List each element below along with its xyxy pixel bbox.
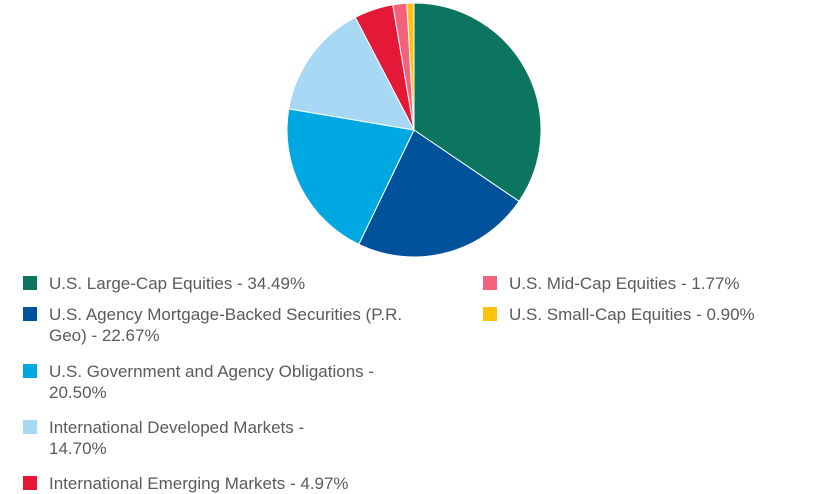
legend-item-us-government: U.S. Government and Agency Obligations -… [23,361,423,403]
pie-slice-2 [286,108,415,246]
legend-swatch [23,307,37,321]
legend-label: International Emerging Markets - 4.97% [49,474,349,493]
legend-item-us-large-cap: U.S. Large-Cap Equities - 34.49% [23,273,423,294]
legend-label: U.S. Mid-Cap Equities - 1.77% [509,274,740,293]
legend-swatch [483,307,497,321]
pie-chart [286,2,542,258]
legend-swatch [23,420,37,434]
legend-label: International Developed Markets - 14.70% [49,418,305,458]
legend-item-intl-developed: International Developed Markets - 14.70% [23,417,363,459]
legend-swatch [23,364,37,378]
legend-label: U.S. Small-Cap Equities - 0.90% [509,305,755,324]
legend-item-us-agency-mbs: U.S. Agency Mortgage-Backed Securities (… [23,304,413,346]
pie-slice-0 [413,2,542,203]
pie-slice-6 [406,2,415,131]
legend-swatch [23,276,37,290]
legend-label: U.S. Large-Cap Equities - 34.49% [49,274,306,293]
legend-swatch [483,276,497,290]
legend-label: U.S. Government and Agency Obligations -… [49,362,375,402]
legend-swatch [23,476,37,490]
legend-item-intl-emerging: International Emerging Markets - 4.97% [23,473,423,494]
legend-item-us-mid-cap: U.S. Mid-Cap Equities - 1.77% [483,273,813,294]
legend-item-us-small-cap: U.S. Small-Cap Equities - 0.90% [483,304,813,325]
pie-slice-3 [288,16,415,131]
legend-label: U.S. Agency Mortgage-Backed Securities (… [49,305,403,345]
